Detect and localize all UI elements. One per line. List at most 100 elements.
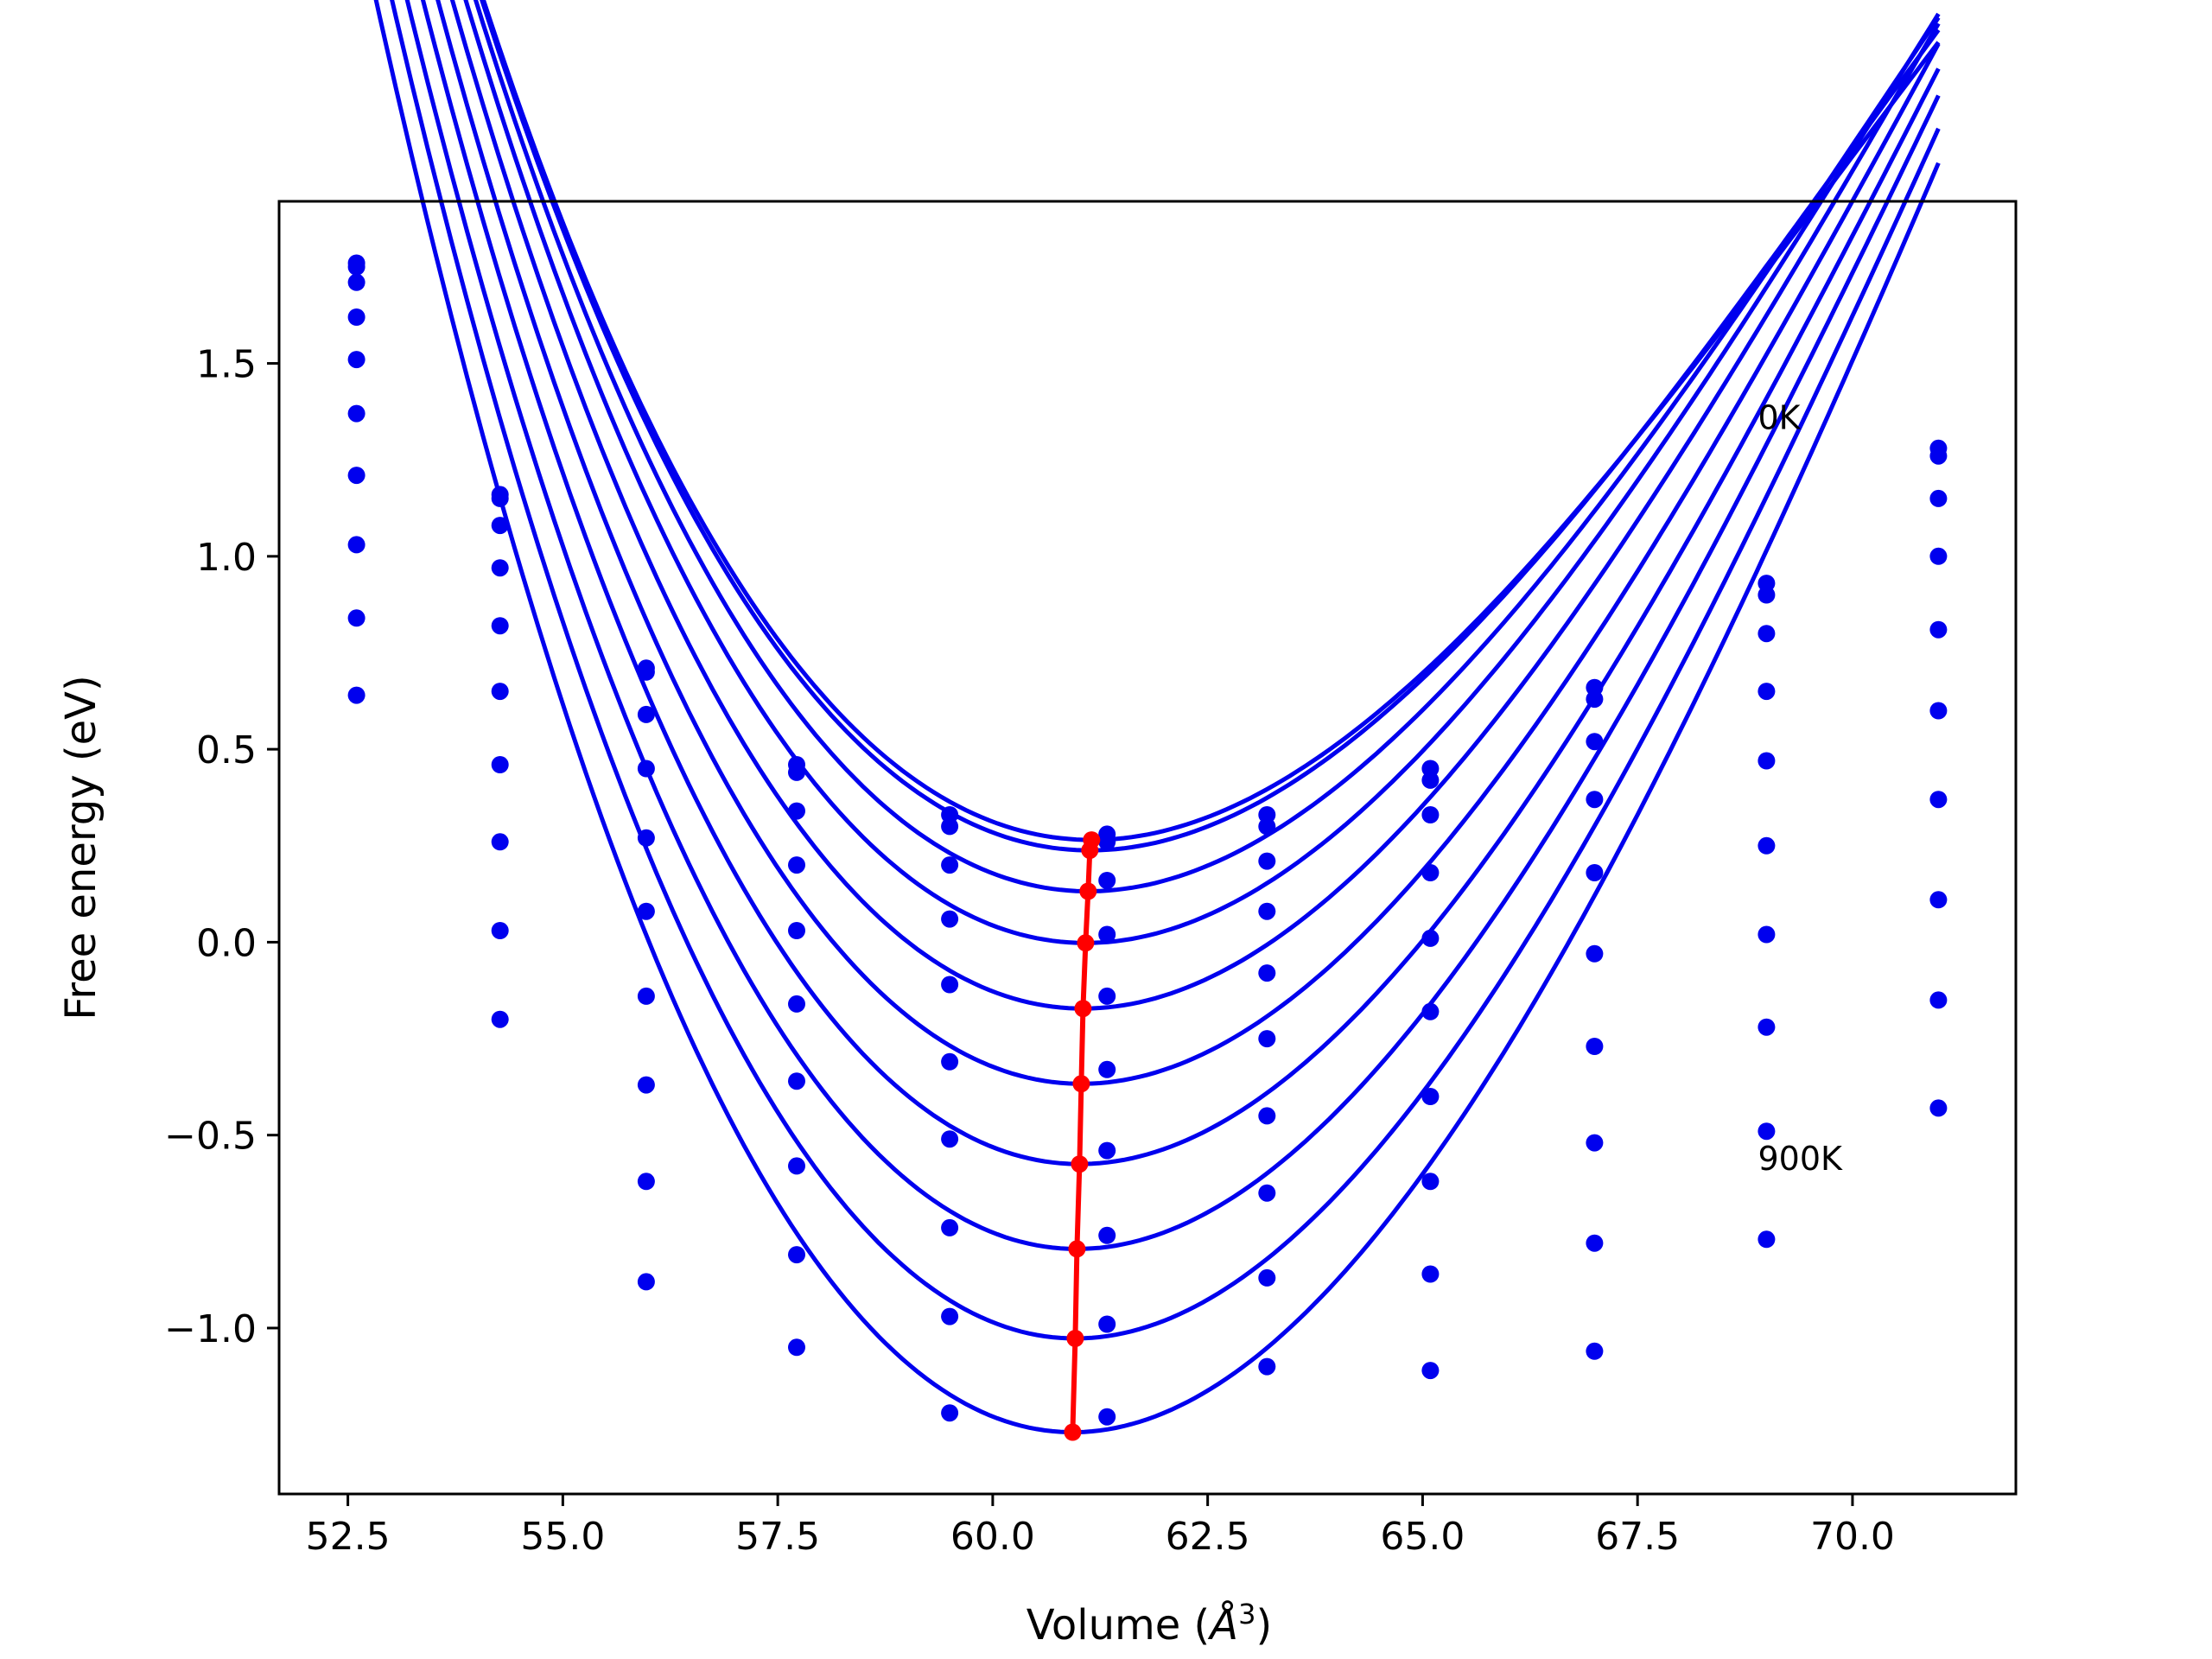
data-point-1-4: [941, 817, 959, 836]
data-point-1-10: [1929, 447, 1948, 465]
data-point-9-9: [1758, 1230, 1776, 1249]
data-point-4-9: [1758, 752, 1776, 770]
data-point-2-5: [1098, 872, 1116, 889]
data-point-5-5: [1098, 1060, 1116, 1078]
x-tick-label-7: 70.0: [1810, 1515, 1895, 1559]
data-point-6-6: [1258, 1107, 1276, 1125]
x-tick-label-5: 65.0: [1380, 1515, 1465, 1559]
data-point-6-8: [1586, 1038, 1604, 1055]
data-point-6-9: [1758, 925, 1776, 944]
data-point-7-1: [491, 833, 509, 851]
fit-curve-7: [404, 0, 1941, 1251]
minimum-point-1: [1081, 842, 1099, 860]
y-tick-label-5: 1.5: [196, 343, 257, 387]
data-point-5-1: [491, 683, 509, 701]
data-point-5-4: [941, 1052, 959, 1071]
data-point-1-1: [491, 489, 509, 507]
x-tick-label-3: 60.0: [950, 1515, 1035, 1559]
data-point-9-5: [1098, 1408, 1116, 1426]
data-point-2-9: [1758, 625, 1776, 643]
data-point-8-7: [1421, 1265, 1440, 1283]
data-point-2-4: [941, 856, 959, 874]
data-point-7-8: [1586, 1134, 1604, 1152]
x-tick-label-2: 57.5: [735, 1515, 820, 1559]
data-point-1-8: [1586, 690, 1604, 709]
data-point-9-2: [637, 1273, 655, 1291]
data-point-8-2: [637, 1173, 655, 1191]
data-point-4-2: [637, 829, 655, 847]
y-axis-ticks: −1.0 −0.5 0.0 0.5 1.0 1.5: [164, 343, 279, 1351]
data-point-3-2: [637, 760, 655, 778]
data-point-5-3: [788, 995, 805, 1013]
data-point-7-9: [1758, 1018, 1776, 1036]
data-point-5-7: [1421, 1002, 1440, 1020]
data-point-8-6: [1258, 1268, 1276, 1287]
data-point-6-2: [637, 987, 655, 1005]
data-point-9-1: [491, 1010, 509, 1028]
data-point-5-2: [637, 902, 655, 920]
data-point-2-8: [1586, 733, 1604, 751]
fit-curve-3: [463, 0, 1941, 945]
data-point-1-5: [1098, 833, 1116, 851]
data-point-4-3: [788, 922, 805, 939]
data-point-8-1: [491, 922, 509, 939]
data-point-3-1: [491, 559, 509, 577]
data-point-2-0: [347, 273, 365, 291]
data-point-7-4: [941, 1218, 959, 1236]
y-tick-label-2: 0.0: [196, 921, 257, 965]
data-point-9-8: [1586, 1342, 1604, 1360]
annotation-0: 0K: [1758, 398, 1801, 436]
data-point-1-9: [1758, 586, 1776, 604]
data-point-1-3: [788, 763, 805, 781]
data-point-8-3: [788, 1246, 805, 1264]
data-point-3-8: [1586, 791, 1604, 809]
annotations: 0K 900K: [1758, 398, 1843, 1177]
data-points: [347, 254, 1948, 1426]
annotation-1: 900K: [1758, 1140, 1843, 1178]
minimum-point-4: [1074, 1000, 1092, 1018]
data-point-1-6: [1258, 817, 1276, 836]
data-point-4-7: [1421, 929, 1440, 947]
data-point-3-10: [1929, 547, 1948, 565]
minimum-point-3: [1077, 934, 1095, 952]
data-point-5-8: [1586, 944, 1604, 963]
data-point-8-5: [1098, 1315, 1116, 1333]
data-point-1-7: [1421, 771, 1440, 789]
data-point-7-7: [1421, 1173, 1440, 1191]
x-tick-label-4: 62.5: [1166, 1515, 1250, 1559]
fit-curve-4: [449, 0, 1941, 1011]
data-point-5-9: [1758, 836, 1776, 855]
data-point-2-7: [1421, 806, 1440, 823]
fit-curve-2: [473, 0, 1941, 893]
minimum-point-5: [1072, 1075, 1090, 1093]
minimum-point-9: [1064, 1423, 1082, 1441]
y-tick-label-3: 0.5: [196, 728, 257, 772]
minimum-point-8: [1066, 1330, 1084, 1347]
minimum-point-6: [1071, 1155, 1089, 1173]
data-point-6-0: [347, 467, 365, 485]
plot-frame: [277, 200, 2018, 1496]
data-point-4-6: [1258, 964, 1276, 982]
data-point-4-5: [1098, 987, 1116, 1005]
data-point-6-4: [941, 1130, 959, 1148]
minimum-line: [1070, 839, 1095, 1433]
x-tick-label-6: 67.5: [1595, 1515, 1680, 1559]
x-axis-label: Volume (Å3): [1027, 1598, 1272, 1649]
data-point-7-6: [1258, 1184, 1276, 1202]
data-point-3-5: [1098, 925, 1116, 944]
data-point-7-10: [1929, 891, 1948, 909]
data-point-4-1: [491, 617, 509, 635]
data-point-9-4: [941, 1404, 959, 1422]
y-tick-label-0: −1.0: [164, 1307, 257, 1351]
data-point-7-2: [637, 1076, 655, 1094]
data-point-5-0: [347, 404, 365, 423]
x-tick-label-1: 55.0: [520, 1515, 605, 1559]
data-point-4-10: [1929, 620, 1948, 639]
data-point-7-3: [788, 1157, 805, 1175]
data-point-6-3: [788, 1072, 805, 1090]
data-point-3-3: [788, 856, 805, 874]
fit-curve-8: [390, 0, 1941, 1341]
data-point-5-10: [1929, 702, 1948, 720]
data-point-9-6: [1258, 1357, 1276, 1376]
